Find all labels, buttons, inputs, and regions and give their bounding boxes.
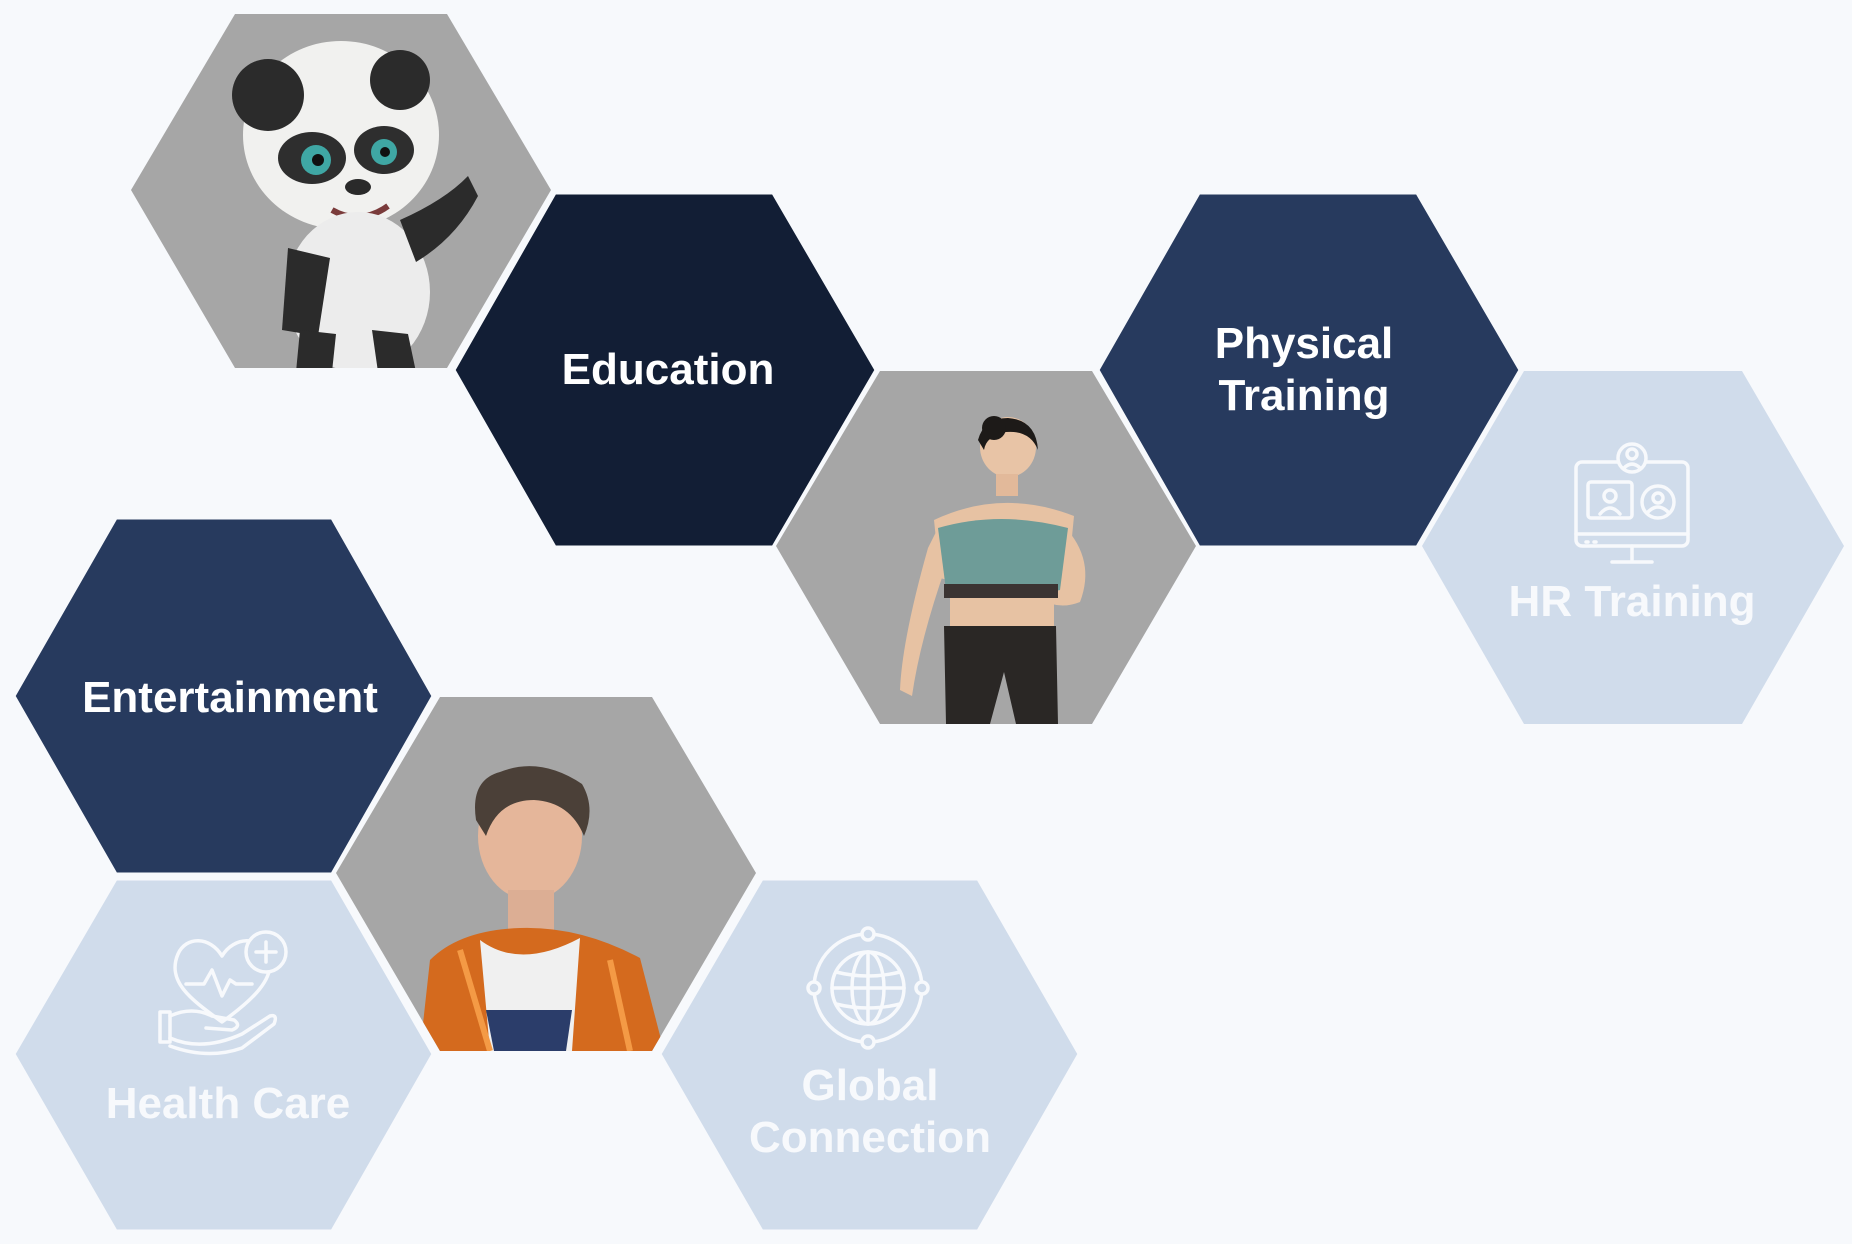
label-line: Physical — [1215, 319, 1394, 368]
label-line: HR Training — [1509, 577, 1756, 626]
health-care-tile[interactable]: Health Care — [12, 877, 435, 1233]
label-line: Health Care — [106, 1079, 351, 1128]
physical-training-hexagon — [1096, 191, 1522, 549]
fitness-woman-image — [900, 416, 1086, 724]
education-hexagon — [452, 191, 878, 549]
entertainment-tile[interactable]: Entertainment — [12, 516, 435, 876]
entertainment-hexagon — [12, 516, 435, 876]
global-connection-tile[interactable]: Global Connection — [658, 877, 1081, 1233]
singer-image — [420, 766, 664, 1051]
physical-training-tile[interactable]: Physical Training — [1096, 191, 1522, 549]
label-line: Connection — [749, 1113, 991, 1162]
education-tile[interactable]: Education — [452, 191, 878, 549]
globe-network-icon — [806, 926, 930, 1050]
physical-training-label: Physical Training — [1215, 319, 1394, 420]
singer-tile[interactable] — [336, 697, 756, 1051]
entertainment-label: Entertainment — [82, 673, 378, 722]
hr-training-tile[interactable]: HR Training — [1422, 371, 1844, 724]
video-conference-icon — [1574, 442, 1690, 564]
global-connection-label: Global Connection — [749, 1061, 991, 1162]
health-care-hexagon — [12, 877, 435, 1233]
label-line: Training — [1218, 371, 1389, 420]
global-connection-hexagon — [658, 877, 1081, 1233]
label-line: Global — [802, 1061, 939, 1110]
label-line: Education — [562, 345, 775, 394]
panda-tile[interactable] — [131, 14, 551, 372]
health-care-label: Health Care — [106, 1079, 351, 1128]
fitness-woman-tile[interactable] — [776, 371, 1196, 724]
education-label: Education — [562, 345, 775, 394]
heart-hand-icon — [158, 930, 288, 1056]
label-line: Entertainment — [82, 673, 378, 722]
panda-image — [232, 41, 478, 368]
hr-training-label: HR Training — [1509, 577, 1756, 626]
